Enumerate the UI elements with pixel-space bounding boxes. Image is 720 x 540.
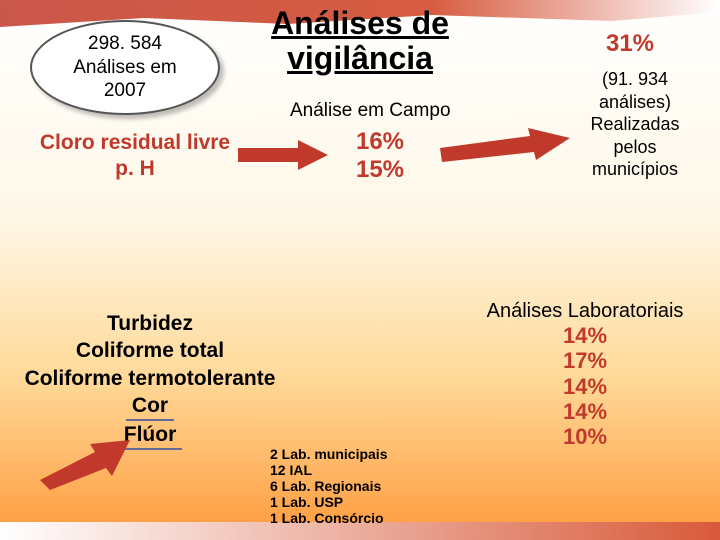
- r1-l3: Realizadas: [590, 114, 679, 134]
- labs-l1: 2 Lab. municipais: [270, 446, 387, 462]
- labs-l4: 1 Lab. USP: [270, 494, 387, 510]
- left-block-1: Cloro residual livre p. H: [20, 130, 250, 183]
- lab-heading: Análises Laboratoriais: [470, 300, 700, 323]
- lab-p2: 17%: [470, 348, 700, 373]
- headline-pct: 31%: [570, 30, 690, 58]
- r1-l2: análises): [599, 92, 671, 112]
- mid-block-1: 16% 15%: [320, 128, 440, 183]
- right-block-1: (91. 934 análises) Realizadas pelos muni…: [565, 68, 705, 181]
- labs-l2: 12 IAL: [270, 462, 387, 478]
- r1-l5: municípios: [592, 159, 678, 179]
- l2-r5: Flúor: [118, 421, 183, 450]
- campo-label: Análise em Campo: [290, 100, 451, 122]
- oval-line3: 2007: [104, 80, 146, 101]
- lab-p5: 10%: [470, 424, 700, 449]
- arrow-mid-to-right: [440, 130, 570, 175]
- year-oval: 298. 584 Análises em 2007: [30, 20, 220, 115]
- oval-line1: 298. 584: [88, 33, 162, 54]
- mid1-a: 16%: [356, 128, 404, 155]
- labs-list: 2 Lab. municipais 12 IAL 6 Lab. Regionai…: [270, 446, 387, 526]
- r1-l1: (91. 934: [602, 69, 668, 89]
- page-title: Análises de vigilância: [210, 6, 510, 76]
- lab-p3: 14%: [470, 374, 700, 399]
- l2-r4: Cor: [126, 392, 174, 421]
- labs-l3: 6 Lab. Regionais: [270, 478, 387, 494]
- right-lab-block: Análises Laboratoriais 14% 17% 14% 14% 1…: [470, 300, 700, 449]
- l2-r2: Coliforme total: [5, 337, 295, 364]
- l2-r3: Coliforme termotolerante: [5, 365, 295, 392]
- left1-line1: Cloro residual livre: [40, 131, 230, 154]
- labs-l5: 1 Lab. Consórcio: [270, 510, 387, 526]
- mid1-b: 15%: [356, 156, 404, 183]
- left1-line2: p. H: [115, 157, 155, 180]
- left-block-2: Turbidez Coliforme total Coliforme termo…: [5, 310, 295, 450]
- r1-l4: pelos: [613, 137, 656, 157]
- lab-p1: 14%: [470, 323, 700, 348]
- arrow-left1-to-mid: [238, 140, 328, 175]
- lab-p4: 14%: [470, 399, 700, 424]
- l2-r1: Turbidez: [5, 310, 295, 337]
- oval-line2: Análises em: [73, 57, 177, 78]
